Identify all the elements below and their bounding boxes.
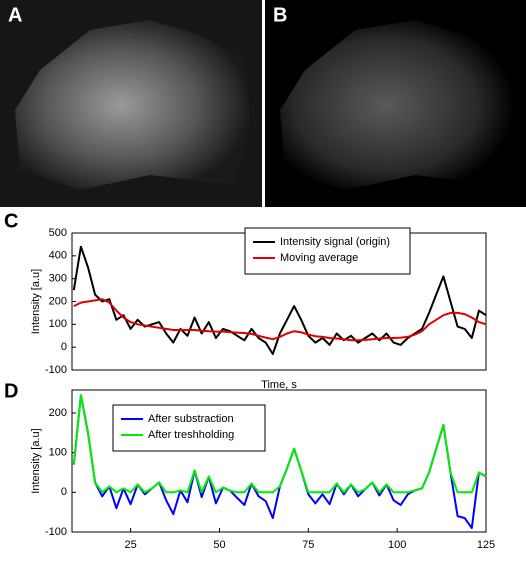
y-tick-label: 300 [49, 273, 67, 285]
y-tick-label: 0 [61, 341, 67, 353]
x-axis-label: Time, s [261, 379, 297, 391]
legend-label: After treshholding [148, 429, 234, 441]
legend-label: Moving average [280, 252, 358, 264]
plot-frame [71, 389, 487, 533]
legend-label: Intensity signal (origin) [280, 236, 390, 248]
legend-label: After substraction [148, 413, 234, 425]
x-tick-label: 50 [213, 539, 225, 551]
series-line [72, 394, 487, 494]
series-line [73, 298, 487, 342]
x-tick-label: 100 [388, 539, 406, 551]
legend-box [112, 404, 266, 452]
y-axis-label: Intensity [a.u] [30, 428, 42, 493]
cell [15, 20, 250, 190]
y-tick-label: -100 [45, 526, 67, 538]
panel-label: B [273, 4, 287, 26]
panel-label: D [4, 380, 18, 402]
y-tick-label: 200 [49, 407, 67, 419]
panel-label: C [4, 210, 18, 232]
x-tick-label: 25 [125, 539, 137, 551]
y-tick-label: 400 [49, 250, 67, 262]
cell [280, 20, 515, 190]
y-tick-label: 100 [49, 447, 67, 459]
y-tick-label: 0 [61, 486, 67, 498]
y-tick-label: 500 [49, 227, 67, 239]
y-tick-label: 200 [49, 295, 67, 307]
y-tick-label: 100 [49, 318, 67, 330]
panel-label: A [8, 4, 22, 26]
x-tick-label: 125 [477, 539, 495, 551]
legend-box [244, 227, 411, 275]
y-axis-label: Intensity [a.u] [30, 269, 42, 334]
x-tick-label: 75 [302, 539, 314, 551]
y-tick-label: -100 [45, 364, 67, 376]
